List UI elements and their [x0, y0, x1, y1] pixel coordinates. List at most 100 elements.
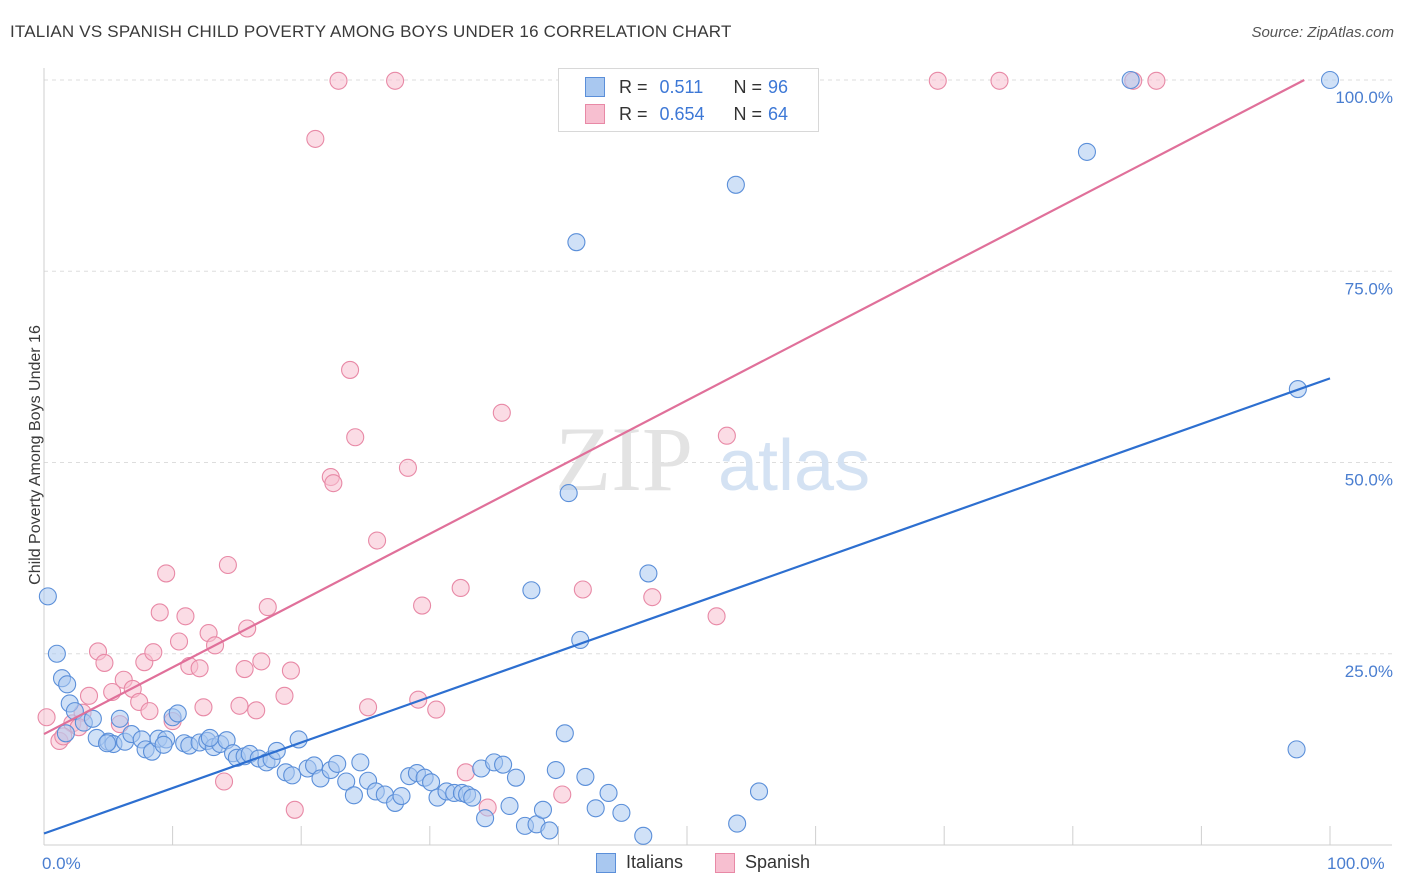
legend-n-value: 96: [768, 76, 789, 97]
legend-n-label: N =: [733, 76, 763, 97]
spanish-point: [707, 607, 726, 626]
spanish-point: [324, 474, 343, 493]
italians-points: [38, 70, 1340, 845]
y-tick-label: 25.0%: [1345, 662, 1393, 681]
italians-point: [546, 760, 565, 780]
series-legend: Italians Spanish: [0, 852, 1406, 873]
spanish-point: [247, 701, 266, 720]
italians-point: [110, 709, 129, 728]
legend-row-spanish: R = 0.654 N = 64: [585, 102, 788, 126]
spanish-point: [990, 71, 1009, 90]
spanish-point: [1147, 71, 1166, 90]
italians-legend-swatch: [595, 852, 616, 873]
spanish-point: [169, 632, 189, 651]
spanish-point: [194, 698, 213, 717]
italians-swatch: [585, 77, 605, 97]
spanish-point: [573, 580, 592, 599]
spanish-trend-line: [43, 79, 1305, 736]
legend-n-value: 64: [768, 103, 789, 124]
italians-point: [726, 175, 745, 194]
spanish-point: [144, 643, 163, 662]
italians-point: [83, 709, 102, 728]
italians-point: [97, 734, 117, 753]
trend-lines: [43, 79, 1331, 835]
italians-point: [392, 786, 411, 806]
y-tick-label: 50.0%: [1345, 471, 1393, 490]
spanish-point: [456, 763, 475, 782]
spanish-legend-label: Spanish: [744, 852, 811, 872]
y-tick-label: 100.0%: [1335, 88, 1393, 107]
legend-r-label: R =: [619, 76, 648, 97]
spanish-legend-swatch: [714, 852, 735, 873]
italians-point: [586, 799, 605, 818]
spanish-point: [157, 564, 176, 583]
spanish-point: [341, 360, 360, 379]
spanish-point: [427, 700, 446, 719]
spanish-point: [190, 659, 209, 678]
italians-point: [1287, 740, 1306, 759]
x-tick-label-min: 0.0%: [42, 854, 81, 873]
italians-point: [500, 796, 519, 816]
spanish-point: [281, 661, 300, 680]
grid-lines: [44, 79, 1392, 655]
legend-n-label: N =: [733, 103, 763, 124]
y-tick-label: 75.0%: [1345, 279, 1393, 298]
spanish-point: [95, 653, 114, 672]
italians-point: [559, 484, 578, 503]
italians-point: [1121, 70, 1140, 90]
spanish-point: [258, 598, 277, 617]
italians-point: [351, 753, 370, 772]
italians-point: [38, 587, 57, 606]
watermark-zip: ZIP: [555, 408, 693, 510]
spanish-point: [79, 686, 99, 705]
italians-point: [200, 728, 219, 747]
italians-trend-line: [43, 377, 1331, 835]
italians-point: [168, 704, 187, 723]
italians-point: [506, 768, 526, 787]
italians-point: [540, 821, 559, 840]
italians-point: [576, 767, 595, 786]
legend-r-value: 0.511: [659, 76, 704, 97]
spanish-point: [386, 71, 405, 90]
italians-legend-label: Italians: [625, 852, 683, 872]
chart-title: ITALIAN VS SPANISH CHILD POVERTY AMONG B…: [10, 22, 732, 41]
spanish-point: [37, 708, 56, 727]
spanish-point: [928, 71, 947, 90]
spanish-point: [346, 428, 365, 447]
italians-point: [728, 814, 747, 833]
watermark-atlas: atlas: [718, 426, 870, 506]
italians-point: [612, 803, 631, 822]
spanish-point: [492, 403, 511, 422]
spanish-point: [285, 800, 304, 819]
spanish-point: [214, 772, 234, 791]
italians-point: [283, 766, 302, 785]
spanish-point: [359, 698, 378, 717]
spanish-point: [368, 531, 387, 550]
italians-point: [599, 783, 618, 803]
italians-point: [749, 782, 769, 801]
italians-point: [522, 581, 541, 600]
spanish-point: [306, 129, 325, 148]
spanish-points: [37, 71, 1166, 819]
italians-point: [154, 735, 173, 754]
italians-point: [47, 644, 66, 663]
legend-item-spanish: Spanish: [714, 852, 811, 873]
watermark: ZIP atlas: [555, 408, 870, 510]
italians-point: [567, 233, 586, 252]
spanish-point: [150, 603, 169, 622]
spanish-point: [553, 785, 572, 804]
spanish-point: [643, 588, 662, 607]
correlation-legend: R = 0.511 N = 96 R = 0.654 N = 64: [558, 68, 819, 132]
italians-point: [1320, 70, 1340, 90]
spanish-point: [398, 458, 417, 477]
x-tick-label-max: 100.0%: [1327, 854, 1385, 873]
spanish-point: [235, 659, 254, 679]
spanish-point: [413, 596, 432, 615]
italians-point: [555, 724, 574, 743]
spanish-point: [451, 578, 470, 598]
spanish-point: [252, 652, 271, 671]
spanish-point: [329, 71, 348, 90]
italians-point: [634, 826, 653, 845]
italians-point: [337, 772, 356, 791]
italians-point: [58, 675, 77, 694]
